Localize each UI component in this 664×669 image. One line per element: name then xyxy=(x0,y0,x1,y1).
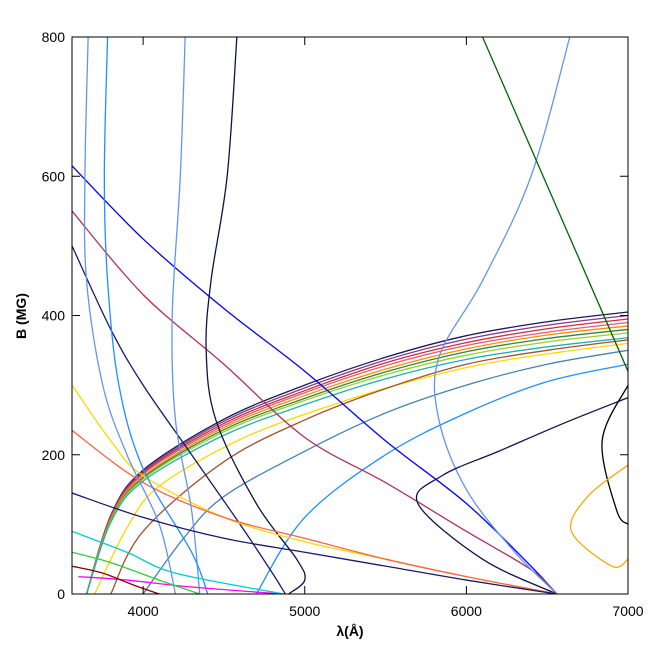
series-line xyxy=(83,37,177,594)
series-line xyxy=(110,339,628,594)
y-tick-label: 400 xyxy=(42,308,66,324)
x-axis-label: λ(Å) xyxy=(336,623,363,639)
series-line xyxy=(72,384,558,594)
series-line xyxy=(72,492,557,594)
x-tick-label: 4000 xyxy=(128,603,159,619)
series-line xyxy=(171,37,201,594)
series-line xyxy=(72,551,200,594)
x-tick-label: 5000 xyxy=(289,603,320,619)
y-tick-label: 600 xyxy=(42,168,66,184)
plot-area xyxy=(72,37,628,594)
series-line xyxy=(72,210,558,594)
series-line xyxy=(72,429,558,594)
series-line xyxy=(142,349,628,594)
series-line xyxy=(205,37,306,594)
y-tick-label: 200 xyxy=(42,447,66,463)
series-line xyxy=(103,37,209,594)
series-line xyxy=(72,530,284,594)
x-tick-label: 7000 xyxy=(612,603,643,619)
series-line xyxy=(85,321,628,594)
series-line xyxy=(78,575,283,594)
y-tick-label: 0 xyxy=(57,586,65,602)
series-line xyxy=(85,332,628,594)
series-line xyxy=(415,397,628,594)
series-line xyxy=(85,325,628,594)
series-line xyxy=(85,318,628,594)
series-line xyxy=(255,363,628,594)
plot-frame xyxy=(71,36,629,595)
y-tick-label: 800 xyxy=(42,29,66,45)
series-line xyxy=(72,165,558,594)
series-line xyxy=(433,37,571,594)
series-line xyxy=(72,245,286,594)
series-line xyxy=(85,337,628,594)
series-line xyxy=(94,342,628,594)
y-axis-label: B (MG) xyxy=(13,293,29,339)
series-line xyxy=(481,37,628,372)
x-tick-label: 6000 xyxy=(451,603,482,619)
series-line xyxy=(569,464,628,568)
series-line xyxy=(601,384,628,525)
series-line xyxy=(72,565,160,594)
